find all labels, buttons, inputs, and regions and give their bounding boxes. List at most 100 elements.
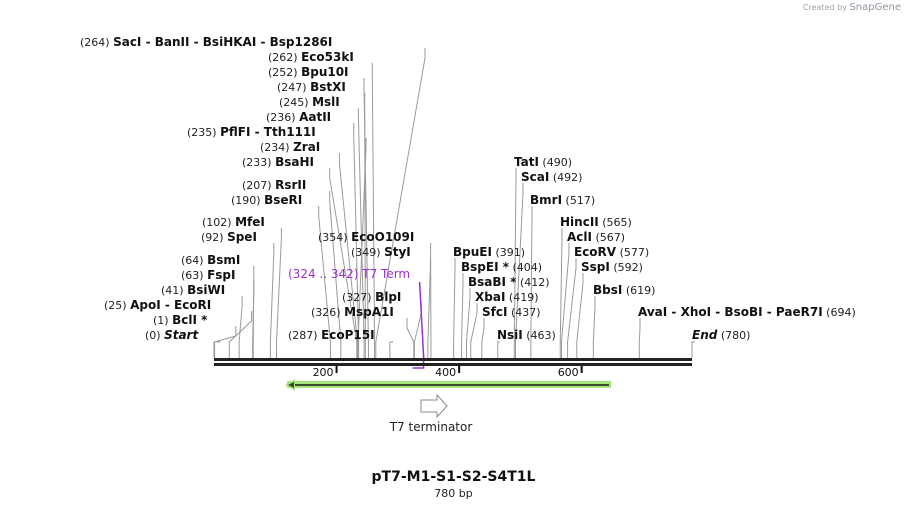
enzyme-site-label[interactable]: BsaBI * (412): [468, 275, 550, 289]
cut-site-line: [371, 63, 376, 358]
enzyme-name[interactable]: BseRI: [264, 193, 302, 207]
enzyme-name[interactable]: BstXI: [310, 80, 346, 94]
enzyme-site-label[interactable]: AvaI - XhoI - BsoBI - PaeR7I (694): [638, 305, 856, 319]
enzyme-name[interactable]: BmrI: [530, 193, 562, 207]
enzyme-name[interactable]: Start: [164, 328, 199, 342]
enzyme-name[interactable]: TatI: [514, 155, 539, 169]
cut-site-line: [228, 311, 252, 358]
enzyme-name[interactable]: Bpu10I: [301, 65, 348, 79]
enzyme-site-label[interactable]: SspI (592): [581, 260, 643, 274]
svg-text:HincII (565): HincII (565): [560, 215, 632, 229]
enzyme-site-label[interactable]: (41) BsiWI: [161, 283, 225, 297]
enzyme-site-label[interactable]: AclI (567): [567, 230, 625, 244]
enzyme-name[interactable]: StyI: [384, 245, 411, 259]
enzyme-name[interactable]: End: [692, 328, 718, 342]
svg-text:(264) SacI - BanII - BsiHKA: (264) SacI - BanII - BsiHKAI - Bsp1286I: [80, 35, 332, 49]
svg-text:(252) Bpu10I: (252) Bpu10I: [268, 65, 349, 79]
enzyme-name[interactable]: SspI: [581, 260, 610, 274]
feature-glyph-arrow-icon[interactable]: [420, 393, 448, 419]
enzyme-site-label[interactable]: (252) Bpu10I: [268, 65, 349, 79]
enzyme-name[interactable]: BsiWI: [187, 283, 225, 297]
enzyme-name[interactable]: BspEI *: [461, 260, 510, 274]
enzyme-name[interactable]: BsaBI *: [468, 275, 517, 289]
enzyme-name[interactable]: FspI: [207, 268, 235, 282]
enzyme-site-label[interactable]: NsiI (463): [497, 328, 556, 342]
cut-site-line: [214, 326, 237, 358]
enzyme-name[interactable]: ApoI - EcoRI: [130, 298, 211, 312]
enzyme-name[interactable]: EcoRV: [574, 245, 617, 259]
enzyme-site-label[interactable]: (25) ApoI - EcoRI: [104, 298, 211, 312]
enzyme-name[interactable]: ScaI: [521, 170, 549, 184]
enzyme-site-label[interactable]: (63) FspI: [181, 268, 235, 282]
site-position: (592): [610, 261, 643, 274]
enzyme-name[interactable]: EcoO109I: [351, 230, 414, 244]
orf-arrow[interactable]: [285, 379, 611, 391]
enzyme-site-label[interactable]: (102) MfeI: [202, 215, 265, 229]
enzyme-site-label[interactable]: (234) ZraI: [260, 140, 320, 154]
svg-text:(287) EcoP15I: (287) EcoP15I: [288, 328, 375, 342]
enzyme-site-label[interactable]: (233) BsaHI: [242, 155, 314, 169]
enzyme-site-label[interactable]: BmrI (517): [530, 193, 595, 207]
cut-site-line: [592, 296, 596, 358]
enzyme-site-label[interactable]: (287) EcoP15I: [288, 328, 375, 342]
enzyme-site-label[interactable]: (1) BclI *: [153, 313, 208, 327]
enzyme-name[interactable]: BclI *: [172, 313, 208, 327]
enzyme-site-label[interactable]: BpuEI (391): [453, 245, 525, 259]
enzyme-site-label[interactable]: SfcI (437): [482, 305, 541, 319]
tick-label: 400: [435, 366, 456, 379]
enzyme-site-label[interactable]: BbsI (619): [593, 283, 655, 297]
enzyme-site-label[interactable]: (349) StyI: [351, 245, 411, 259]
enzyme-site-label[interactable]: (327) BlpI: [342, 290, 401, 304]
site-position: (404): [509, 261, 542, 274]
enzyme-name[interactable]: EcoP15I: [321, 328, 375, 342]
site-position: (25): [104, 299, 130, 312]
enzyme-site-label[interactable]: (245) MslI: [279, 95, 340, 109]
enzyme-name[interactable]: HincII: [560, 215, 599, 229]
enzyme-site-label[interactable]: (247) BstXI: [277, 80, 346, 94]
enzyme-site-label[interactable]: (190) BseRI: [231, 193, 302, 207]
svg-text:(41) BsiWI: (41) BsiWI: [161, 283, 225, 297]
enzyme-site-label[interactable]: (64) BsmI: [181, 253, 240, 267]
svg-text:BsaBI * (412): BsaBI * (412): [468, 275, 550, 289]
enzyme-site-label[interactable]: (354) EcoO109I: [318, 230, 414, 244]
enzyme-name[interactable]: RsrII: [275, 178, 306, 192]
enzyme-site-label[interactable]: (236) AatII: [266, 110, 331, 124]
enzyme-name[interactable]: SfcI: [482, 305, 507, 319]
cut-site-line: [530, 206, 533, 358]
enzyme-site-label[interactable]: TatI (490): [514, 155, 572, 169]
enzyme-site-label[interactable]: BspEI * (404): [461, 260, 542, 274]
svg-text:BbsI (619): BbsI (619): [593, 283, 655, 297]
enzyme-site-label[interactable]: (326) MspA1I: [311, 305, 394, 319]
enzyme-name[interactable]: AvaI - XhoI - BsoBI - PaeR7I: [638, 305, 823, 319]
enzyme-site-label[interactable]: (262) Eco53kI: [268, 50, 354, 64]
enzyme-site-label[interactable]: End (780): [692, 328, 750, 342]
enzyme-name[interactable]: AatII: [299, 110, 331, 124]
enzyme-site-label[interactable]: (235) PflFI - Tth111I: [187, 125, 316, 139]
enzyme-name[interactable]: MfeI: [235, 215, 265, 229]
enzyme-name[interactable]: SacI - BanII - BsiHKAI - Bsp1286I: [113, 35, 332, 49]
enzyme-site-label[interactable]: (92) SpeI: [201, 230, 257, 244]
enzyme-name[interactable]: NsiI: [497, 328, 523, 342]
enzyme-name[interactable]: XbaI: [475, 290, 505, 304]
enzyme-site-label[interactable]: ScaI (492): [521, 170, 582, 184]
enzyme-name[interactable]: ZraI: [293, 140, 320, 154]
enzyme-name[interactable]: BpuEI: [453, 245, 492, 259]
feature-label-t7-term[interactable]: (324 .. 342) T7 Term: [288, 267, 410, 281]
enzyme-site-label[interactable]: EcoRV (577): [574, 245, 649, 259]
enzyme-site-label[interactable]: XbaI (419): [475, 290, 538, 304]
enzyme-labels[interactable]: (264) SacI - BanII - BsiHKAI - Bsp1286I(…: [80, 35, 856, 342]
enzyme-name[interactable]: MslI: [312, 95, 340, 109]
enzyme-site-label[interactable]: (0) Start: [145, 328, 199, 342]
enzyme-name[interactable]: BbsI: [593, 283, 622, 297]
enzyme-name[interactable]: PflFI - Tth111I: [220, 125, 316, 139]
enzyme-name[interactable]: BsaHI: [275, 155, 314, 169]
enzyme-name[interactable]: MspA1I: [344, 305, 394, 319]
enzyme-name[interactable]: BlpI: [375, 290, 401, 304]
enzyme-site-label[interactable]: HincII (565): [560, 215, 632, 229]
enzyme-name[interactable]: BsmI: [207, 253, 240, 267]
enzyme-site-label[interactable]: (264) SacI - BanII - BsiHKAI - Bsp1286I: [80, 35, 332, 49]
enzyme-name[interactable]: SpeI: [227, 230, 257, 244]
enzyme-name[interactable]: AclI: [567, 230, 592, 244]
enzyme-name[interactable]: Eco53kI: [301, 50, 354, 64]
enzyme-site-label[interactable]: (207) RsrII: [242, 178, 306, 192]
